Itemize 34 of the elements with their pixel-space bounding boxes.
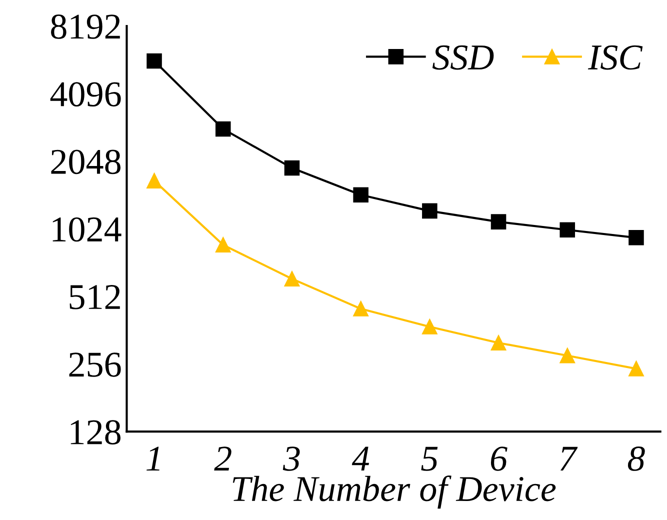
x-axis-title: The Number of Device bbox=[232, 475, 556, 509]
y-tick-label: 2048 bbox=[51, 150, 120, 174]
x-tick-label: 7 bbox=[560, 446, 578, 471]
point bbox=[146, 53, 162, 69]
legend-label: ISC bbox=[588, 45, 643, 70]
x-tick-label: 6 bbox=[490, 446, 508, 471]
y-tick-label: 8192 bbox=[51, 14, 120, 39]
point bbox=[628, 361, 644, 376]
point bbox=[215, 121, 231, 137]
point bbox=[490, 335, 506, 350]
x-tick-label: 2 bbox=[214, 446, 232, 471]
x-tick-label: 1 bbox=[146, 446, 160, 471]
point bbox=[353, 187, 368, 203]
y-tick-label: 1024 bbox=[52, 217, 122, 242]
point bbox=[353, 301, 368, 316]
x-tick-label: 5 bbox=[421, 446, 438, 471]
y-tick-label: 256 bbox=[69, 352, 121, 377]
x-tick-label: 3 bbox=[282, 446, 300, 471]
point bbox=[215, 237, 231, 253]
point bbox=[422, 203, 438, 219]
x-tick-label: 4 bbox=[352, 446, 370, 471]
point bbox=[284, 271, 300, 286]
x-tick-label: 8 bbox=[628, 446, 645, 471]
y-tick-label: 128 bbox=[70, 420, 120, 444]
y-tick-label: 512 bbox=[70, 285, 120, 310]
point bbox=[284, 160, 300, 176]
legend-label: SSD bbox=[432, 45, 494, 70]
point bbox=[490, 214, 506, 230]
point bbox=[628, 230, 644, 246]
point bbox=[146, 173, 162, 188]
y-tick-label: 4096 bbox=[50, 82, 121, 106]
point bbox=[422, 319, 438, 334]
point bbox=[560, 222, 576, 238]
point bbox=[560, 348, 576, 364]
